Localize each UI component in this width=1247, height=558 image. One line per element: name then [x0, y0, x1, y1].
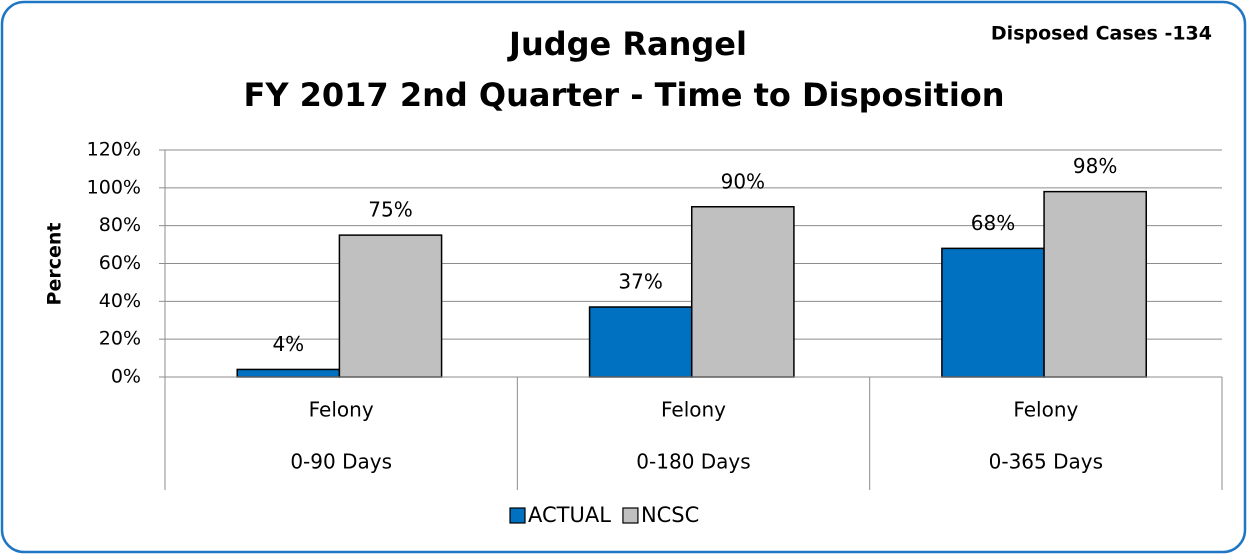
value-label: 90%: [721, 169, 765, 193]
y-tick-label: 40%: [99, 290, 141, 312]
value-label: 68%: [971, 211, 1015, 235]
x-tick-label: Felony: [1013, 398, 1078, 422]
x-tick-label: 0-365 Days: [989, 450, 1103, 474]
y-axis-title: Percent: [44, 223, 66, 306]
x-tick-label: Felony: [661, 398, 726, 422]
x-tick-label: Felony: [309, 398, 374, 422]
y-tick-label: 60%: [99, 252, 141, 274]
annotation: Disposed Cases -134: [991, 23, 1212, 45]
bar: [1043, 190, 1147, 378]
value-label: 4%: [272, 332, 304, 356]
y-tick-label: 120%: [87, 139, 141, 161]
legend-label: NCSC: [641, 503, 699, 527]
y-tick-label: 100%: [87, 176, 141, 198]
legend-swatch: [509, 507, 526, 524]
chart-subtitle: FY 2017 2nd Quarter - Time to Dispositio…: [243, 76, 1004, 114]
legend-swatch: [622, 507, 639, 524]
y-tick-label: 80%: [99, 214, 141, 236]
chart-title: Judge Rangel: [507, 25, 747, 63]
legend-label: ACTUAL: [528, 503, 611, 527]
value-label: 98%: [1073, 154, 1117, 178]
bar: [338, 234, 443, 378]
x-tick-label: 0-180 Days: [636, 450, 750, 474]
x-tick-label: 0-90 Days: [290, 450, 392, 474]
bar: [941, 247, 1045, 378]
y-tick-label: 0%: [111, 366, 141, 388]
bar: [690, 206, 795, 378]
bar: [588, 306, 693, 378]
value-label: 37%: [618, 270, 662, 294]
bar: [236, 368, 341, 378]
value-label: 75%: [368, 198, 412, 222]
y-tick-label: 20%: [99, 328, 141, 350]
